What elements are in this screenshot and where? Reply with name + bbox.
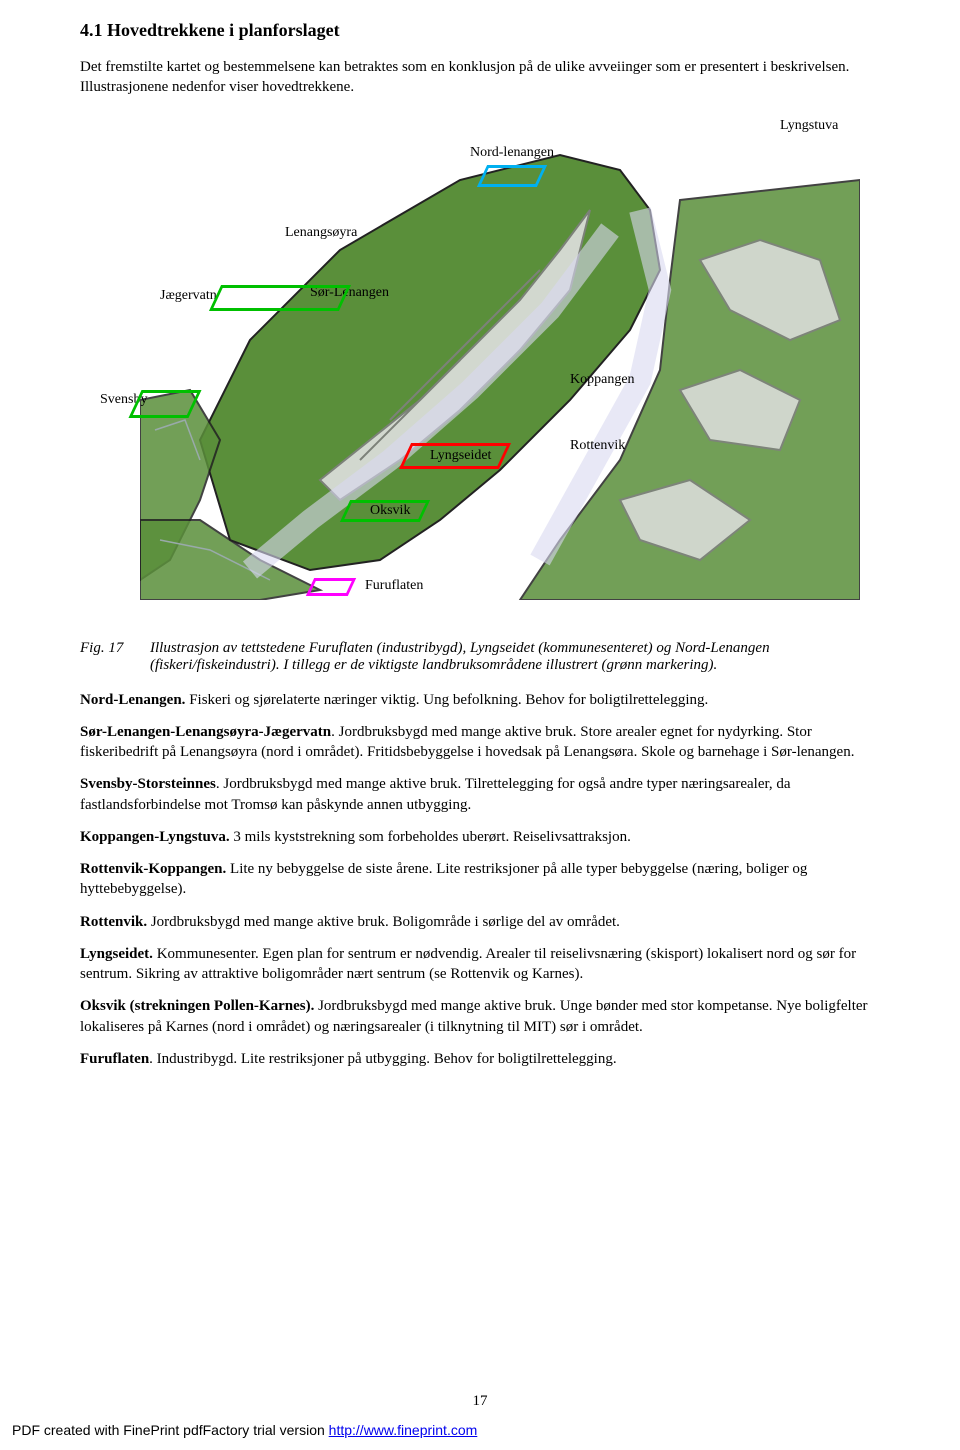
terrain-svg (140, 140, 860, 600)
jaegervatn-marker (209, 285, 351, 311)
body-paragraph: Furuflaten. Industribygd. Lite restriksj… (80, 1049, 880, 1069)
label-lenangsoyra: Lenangsøyra (285, 225, 357, 241)
pdf-footer: PDF created with FinePrint pdfFactory tr… (12, 1422, 477, 1438)
paragraph-body: . Industribygd. Lite restriksjoner på ut… (149, 1051, 616, 1067)
label-jaegervatn: Jægervatn (160, 288, 217, 304)
label-lyngstuva: Lyngstuva (780, 118, 838, 134)
paragraph-lead: Rottenvik-Koppangen. (80, 861, 226, 877)
body-paragraph: Svensby-Storsteinnes. Jordbruksbygd med … (80, 774, 880, 815)
body-paragraph: Sør-Lenangen-Lenangsøyra-Jægervatn. Jord… (80, 722, 880, 763)
figure-text: Illustrasjon av tettstedene Furuflaten (… (150, 640, 880, 674)
figure-caption: Fig. 17 Illustrasjon av tettstedene Furu… (80, 640, 880, 674)
paragraph-lead: Nord-Lenangen. (80, 692, 185, 708)
body-paragraph: Lyngseidet. Kommunesenter. Egen plan for… (80, 944, 880, 985)
paragraph-body: Kommunesenter. Egen plan for sentrum er … (80, 946, 856, 982)
page-number: 17 (0, 1393, 960, 1410)
paragraph-body: 3 mils kyststrekning som forbeholdes ube… (230, 829, 631, 845)
body-sections: Nord-Lenangen. Fiskeri og sjørelaterte n… (80, 690, 880, 1070)
body-paragraph: Nord-Lenangen. Fiskeri og sjørelaterte n… (80, 690, 880, 710)
paragraph-body: Jordbruksbygd med mange aktive bruk. Bol… (147, 914, 620, 930)
section-heading: 4.1 Hovedtrekkene i planforslaget (80, 20, 880, 41)
footer-link[interactable]: http://www.fineprint.com (329, 1422, 478, 1438)
figure-number: Fig. 17 (80, 640, 150, 674)
paragraph-lead: Lyngseidet. (80, 946, 153, 962)
paragraph-lead: Furuflaten (80, 1051, 149, 1067)
svensby-marker (128, 390, 201, 418)
intro-paragraph: Det fremstilte kartet og bestemmelsene k… (80, 57, 880, 98)
body-paragraph: Oksvik (strekningen Pollen-Karnes). Jord… (80, 996, 880, 1037)
body-paragraph: Rottenvik-Koppangen. Lite ny bebyggelse … (80, 859, 880, 900)
lyngseidet-marker (399, 443, 511, 469)
paragraph-lead: Sør-Lenangen-Lenangsøyra-Jægervatn (80, 724, 331, 740)
furuflaten-marker (306, 578, 356, 596)
paragraph-body: Fiskeri og sjørelaterte næringer viktig.… (185, 692, 708, 708)
paragraph-lead: Svensby-Storsteinnes (80, 776, 216, 792)
label-furuflaten: Furuflaten (365, 578, 423, 594)
body-paragraph: Rottenvik. Jordbruksbygd med mange aktiv… (80, 912, 880, 932)
oksvik-marker (340, 500, 430, 522)
paragraph-lead: Oksvik (strekningen Pollen-Karnes). (80, 998, 314, 1014)
label-koppangen: Koppangen (570, 372, 635, 388)
nord-lenangen-marker (477, 165, 547, 187)
map-illustration: Lyngstuva Nord-lenangen Lenangsøyra Jæge… (80, 110, 880, 630)
label-nord-lenangen: Nord-lenangen (470, 145, 554, 161)
footer-text: PDF created with FinePrint pdfFactory tr… (12, 1422, 329, 1438)
body-paragraph: Koppangen-Lyngstuva. 3 mils kyststreknin… (80, 827, 880, 847)
paragraph-lead: Koppangen-Lyngstuva. (80, 829, 230, 845)
label-rottenvik: Rottenvik (570, 438, 625, 454)
paragraph-lead: Rottenvik. (80, 914, 147, 930)
